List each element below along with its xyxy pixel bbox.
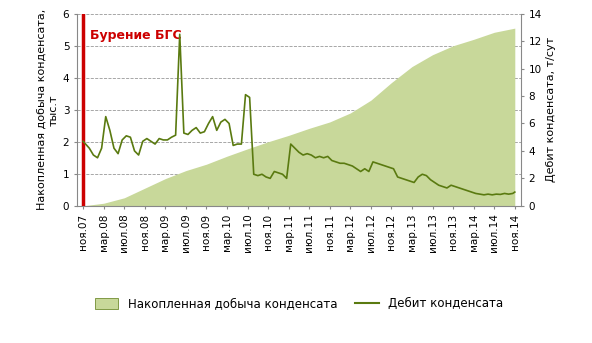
Text: Бурение БГС: Бурение БГС [91, 29, 182, 42]
Y-axis label: Дебит конденсата, т/сут: Дебит конденсата, т/сут [546, 37, 556, 182]
Legend: Накопленная добыча конденсата, Дебит конденсата: Накопленная добыча конденсата, Дебит кон… [90, 293, 508, 315]
Y-axis label: Накопленная добыча конденсата,
тыс.т: Накопленная добыча конденсата, тыс.т [37, 9, 59, 210]
